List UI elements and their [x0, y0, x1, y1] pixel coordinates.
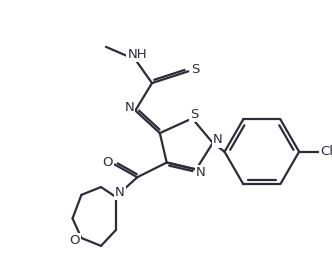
Text: Cl: Cl [320, 145, 332, 158]
Text: N: N [213, 134, 222, 147]
Text: N: N [124, 101, 134, 114]
Text: N: N [115, 186, 124, 199]
Text: NH: NH [127, 48, 147, 61]
Text: O: O [69, 234, 80, 247]
Text: S: S [190, 108, 198, 121]
Text: N: N [196, 166, 206, 179]
Text: S: S [191, 63, 199, 76]
Text: O: O [103, 156, 113, 169]
